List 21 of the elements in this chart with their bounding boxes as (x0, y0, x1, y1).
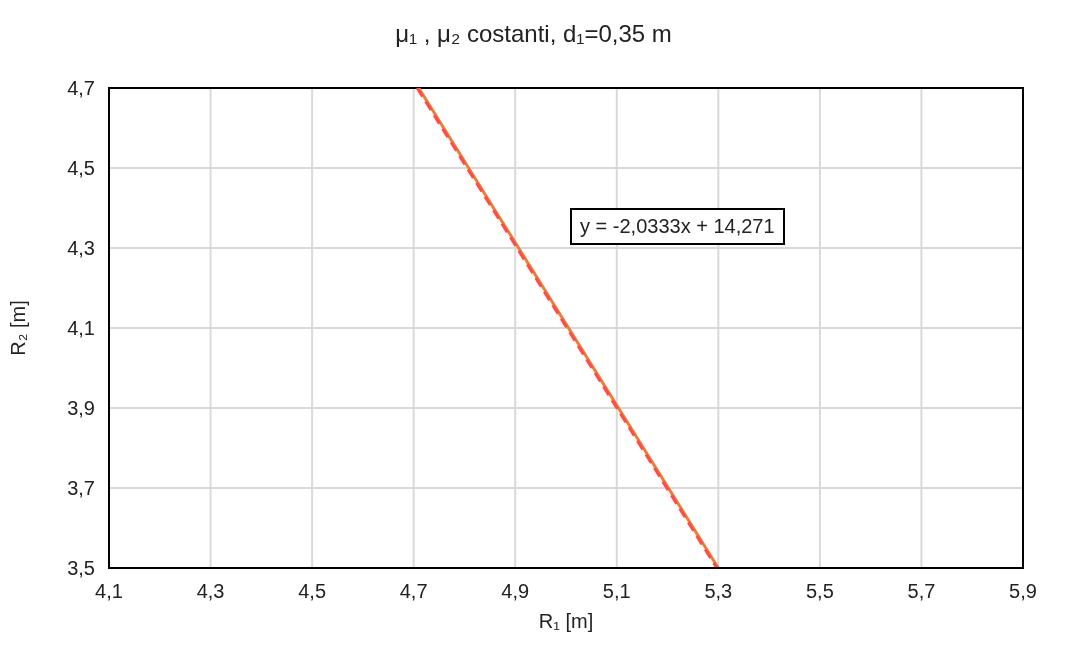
x-tick-label: 5,7 (907, 580, 936, 603)
y-tick-label: 4,7 (67, 77, 95, 100)
x-tick-label: 4,1 (95, 580, 123, 603)
x-tick-label: 4,3 (196, 580, 225, 603)
y-tick-label: 3,7 (67, 477, 95, 500)
x-tick-label: 4,5 (298, 580, 327, 603)
x-tick-label: 5,5 (805, 580, 834, 603)
y-tick-label: 4,3 (67, 237, 95, 260)
x-tick-label: 5,3 (704, 580, 733, 603)
x-tick-label: 5,9 (1009, 580, 1037, 603)
y-tick-label: 4,1 (67, 317, 95, 340)
y-axis-title: R₂ [m] (7, 300, 30, 356)
y-tick-label: 3,5 (67, 557, 95, 580)
x-tick-label: 4,9 (501, 580, 530, 603)
x-tick-label: 5,1 (602, 580, 631, 603)
y-tick-label: 4,5 (67, 157, 95, 180)
x-tick-label: 4,7 (399, 580, 428, 603)
annotation: y = -2,0333x + 14,271 (570, 208, 785, 245)
x-axis-title: R₁ [m] (538, 610, 594, 632)
y-tick-label: 3,9 (67, 397, 95, 420)
chart-title: μ₁ , μ₂ costanti, d₁=0,35 m (394, 20, 673, 48)
